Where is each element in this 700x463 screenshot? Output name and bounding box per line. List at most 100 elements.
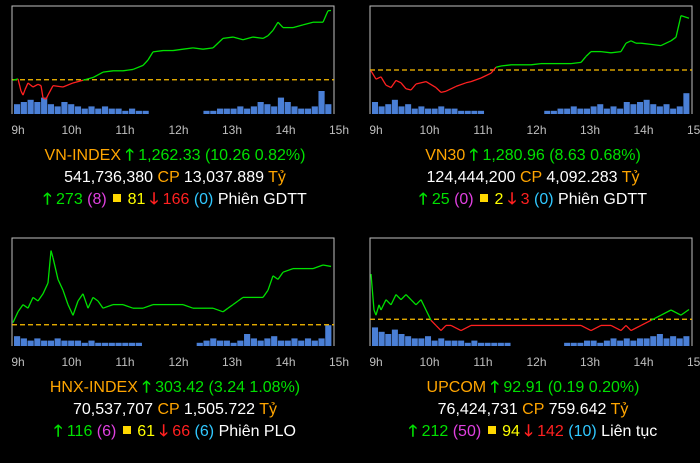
- volume-bar: [135, 342, 142, 346]
- unchanged-square-icon: [480, 194, 489, 203]
- price-line-segment: [610, 50, 622, 54]
- unchanged-square-icon: [113, 194, 122, 203]
- volume-bar: [304, 338, 312, 346]
- volume-bar: [257, 102, 264, 114]
- price-line-segment: [650, 314, 662, 321]
- index-change: (8.63 0.68%): [549, 147, 641, 164]
- volume-bar: [264, 338, 271, 346]
- time-tick-label: 14h: [633, 355, 654, 369]
- time-tick-label: 13h: [579, 123, 601, 137]
- price-line-segment: [72, 79, 84, 84]
- volume-bar: [464, 342, 471, 346]
- price-line-segment: [27, 82, 34, 88]
- price-line-segment: [620, 324, 627, 332]
- price-line-segment: [580, 324, 592, 332]
- unchanged-count: 61: [137, 423, 156, 440]
- volume-bar: [203, 340, 210, 346]
- price-line-segment: [97, 300, 104, 309]
- price-line-segment: [625, 40, 632, 44]
- price-line-segment: [32, 83, 39, 88]
- arrow-up-icon: 🡑: [419, 191, 428, 208]
- volume-bar: [115, 108, 122, 114]
- volume-bar: [250, 338, 257, 346]
- chart-frame: [369, 237, 693, 346]
- price-line-segment: [24, 82, 29, 90]
- volume-bar: [497, 342, 504, 346]
- volume-bar: [484, 342, 491, 346]
- volume-bar: [250, 106, 257, 114]
- volume-bar: [318, 338, 325, 346]
- price-line-segment: [455, 82, 467, 88]
- volume-bar: [650, 104, 657, 114]
- volume-row: 541,736,380 CP 13,037.889 Tỷ: [0, 167, 350, 189]
- unit-label: Tỷ: [621, 169, 640, 186]
- index-summary-row: UPCOM 🡑 92.91 (0.19 0.20%): [358, 377, 700, 399]
- price-line-segment: [40, 85, 44, 98]
- price-line-segment: [585, 51, 592, 57]
- time-tick-label: 13h: [221, 123, 243, 137]
- volume-bar: [237, 106, 244, 114]
- volume-bar: [398, 106, 405, 114]
- volume-bar: [223, 108, 230, 114]
- price-line-segment: [435, 324, 442, 332]
- volume-bar: [271, 106, 278, 114]
- volume-bar: [74, 340, 82, 346]
- volume-bar: [564, 108, 571, 114]
- volume-bar: [81, 108, 88, 114]
- volume-bar: [670, 108, 677, 114]
- price-line-segment: [410, 299, 417, 306]
- volume-bar: [630, 104, 637, 114]
- volume-bar: [491, 342, 498, 346]
- cp-label: CP: [522, 401, 545, 418]
- price-line-segment: [400, 294, 407, 301]
- volume-bar: [311, 340, 318, 346]
- decliners-count: 142: [537, 423, 564, 440]
- price-line-segment: [172, 48, 184, 52]
- floor-count: (6): [194, 423, 215, 440]
- price-line-segment: [380, 76, 387, 86]
- index-name: VN30: [425, 147, 466, 164]
- volume-bar: [458, 110, 465, 114]
- volume-bar: [210, 338, 217, 346]
- chart-frame: [11, 5, 335, 114]
- advancers-count: 116: [66, 423, 93, 440]
- price-line-segment: [92, 71, 104, 79]
- price-line-segment: [82, 76, 94, 81]
- price-line-segment: [620, 42, 627, 52]
- time-tick-label: 12h: [168, 123, 189, 137]
- price-line-segment: [12, 311, 19, 323]
- price-line-segment: [430, 319, 437, 326]
- upcom-panel: 9h 10h 11h 12h 13h 14h 15h UPCOM 🡑 92.91 (0.19 …: [358, 232, 700, 463]
- ceiling-count: (6): [96, 423, 117, 440]
- volume-bar: [643, 338, 650, 346]
- time-tick-label: 11h: [473, 123, 493, 137]
- price-line-segment: [292, 24, 304, 29]
- price-line-segment: [132, 64, 144, 71]
- price-line-segment: [267, 275, 274, 291]
- price-line-segment: [267, 29, 274, 37]
- volume-bar: [88, 106, 95, 114]
- price-line-segment: [312, 264, 324, 270]
- price-line-segment: [375, 304, 380, 316]
- price-line-segment: [425, 309, 432, 321]
- volume-bar: [34, 338, 41, 346]
- volume-bar: [291, 338, 298, 346]
- price-line-segment: [650, 43, 662, 47]
- index-value: 303.42: [155, 379, 205, 396]
- ceiling-count: (0): [454, 191, 474, 208]
- time-axis: 9h 10h 11h 12h 13h 14h 15h: [358, 355, 700, 369]
- trading-volume: 124,444,200: [426, 169, 516, 186]
- volume-bar: [444, 340, 451, 346]
- index-summary-row: VN-INDEX 🡑 1,262.33 (10.26 0.82%): [0, 145, 350, 167]
- price-line-segment: [435, 87, 442, 93]
- time-tick-label: 10h: [419, 355, 440, 369]
- price-line-segment: [232, 36, 244, 41]
- price-line-segment: [222, 307, 229, 313]
- volume-bar: [298, 340, 305, 346]
- volume-bar: [676, 106, 683, 114]
- price-line-segment: [102, 303, 114, 309]
- price-chart: [369, 237, 693, 346]
- price-line-segment: [77, 293, 84, 302]
- arrow-down-icon: 🡓: [524, 423, 533, 440]
- price-line-segment: [102, 70, 114, 73]
